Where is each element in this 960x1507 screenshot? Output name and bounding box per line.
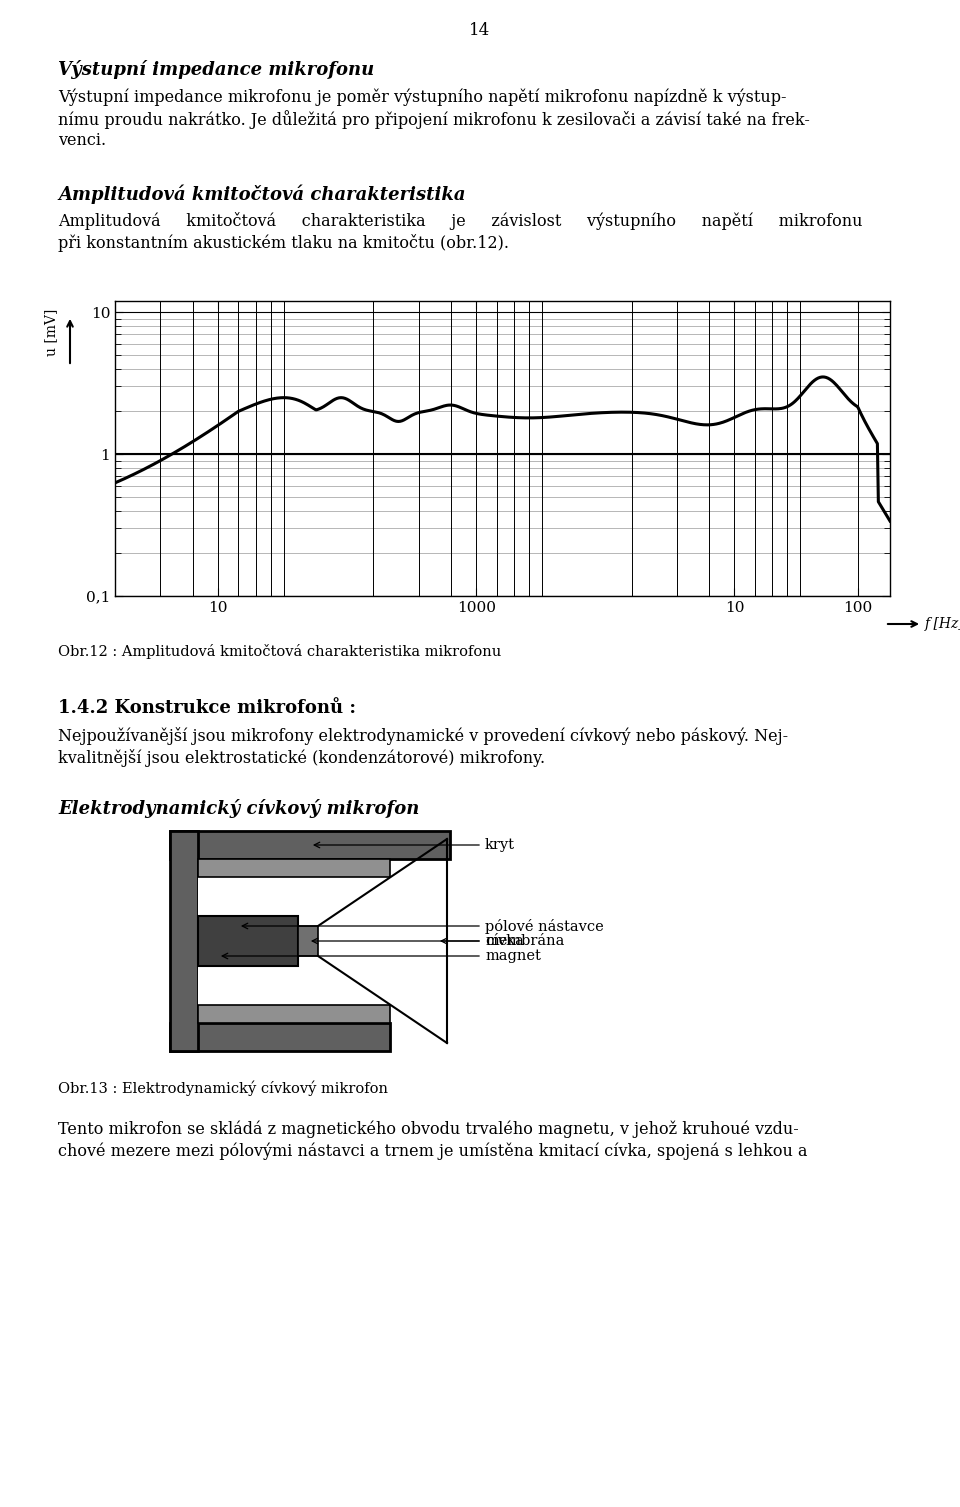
- Bar: [198, 1005, 390, 1023]
- Text: při konstantním akustickém tlaku na kmitočtu (obr.12).: při konstantním akustickém tlaku na kmit…: [58, 234, 509, 252]
- Text: 1.4.2 Konstrukce mikrofonů :: 1.4.2 Konstrukce mikrofonů :: [58, 699, 356, 717]
- Bar: [198, 859, 390, 1023]
- Text: f [Hz]: f [Hz]: [925, 616, 960, 631]
- Text: kvalitnější jsou elektrostatické (kondenzátorové) mikrofony.: kvalitnější jsou elektrostatické (konden…: [58, 749, 545, 767]
- Text: chové mezere mezi pólovými nástavci a trnem je umístěna kmitací cívka, spojená s: chové mezere mezi pólovými nástavci a tr…: [58, 1142, 807, 1160]
- Bar: [170, 830, 198, 1050]
- Text: kryt: kryt: [485, 838, 515, 851]
- Bar: [170, 830, 450, 859]
- Bar: [298, 925, 318, 955]
- Text: Obr.13 : Elektrodynamický cívkový mikrofon: Obr.13 : Elektrodynamický cívkový mikrof…: [58, 1081, 388, 1097]
- Text: Amplitudová     kmitočtová     charakteristika     je     závislost     výstupní: Amplitudová kmitočtová charakteristika j…: [58, 212, 862, 231]
- Bar: [170, 1023, 390, 1050]
- Text: Obr.12 : Amplitudová kmitočtová charakteristika mikrofonu: Obr.12 : Amplitudová kmitočtová charakte…: [58, 643, 501, 659]
- Text: Elektrodynamický cívkový mikrofon: Elektrodynamický cívkový mikrofon: [58, 799, 420, 818]
- Text: 14: 14: [469, 23, 491, 39]
- Text: Výstupní impedance mikrofonu: Výstupní impedance mikrofonu: [58, 60, 374, 78]
- Text: nímu proudu nakrátko. Je důležitá pro připojení mikrofonu k zesilovači a závisí : nímu proudu nakrátko. Je důležitá pro př…: [58, 110, 810, 130]
- Text: Tento mikrofon se skládá z magnetického obvodu trvalého magnetu, v jehož kruhoué: Tento mikrofon se skládá z magnetického …: [58, 1121, 799, 1138]
- Text: pólové nástavce: pólové nástavce: [485, 918, 604, 933]
- Text: u [mV]: u [mV]: [44, 309, 58, 356]
- Bar: [198, 916, 298, 966]
- Text: Amplitudová kmitočtová charakteristika: Amplitudová kmitočtová charakteristika: [58, 184, 466, 203]
- Text: Výstupní impedance mikrofonu je poměr výstupního napětí mikrofonu napízdně k výs: Výstupní impedance mikrofonu je poměr vý…: [58, 87, 786, 105]
- Text: cívka: cívka: [485, 934, 524, 948]
- Text: venci.: venci.: [58, 133, 107, 149]
- Text: membrána: membrána: [485, 934, 564, 948]
- Bar: [198, 859, 390, 877]
- Text: magnet: magnet: [485, 949, 540, 963]
- Text: Nejpoužívanější jsou mikrofony elektrodynamické v provedení cívkový nebo páskový: Nejpoužívanější jsou mikrofony elektrody…: [58, 726, 788, 744]
